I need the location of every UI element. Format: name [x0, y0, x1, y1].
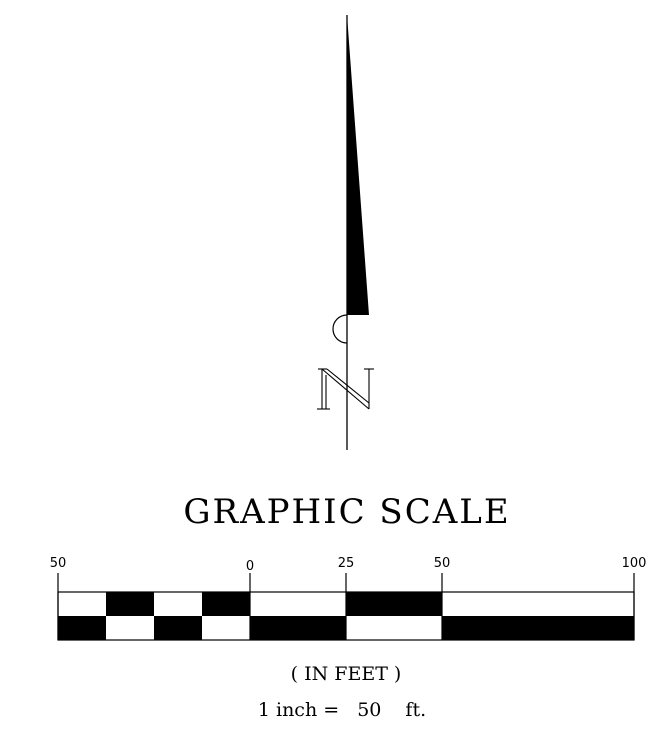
- scale-ratio: 1 inch = 50 ft.: [258, 699, 426, 721]
- scale-segment-left-bottom: [154, 616, 202, 640]
- scale-segment-right-bottom: [250, 616, 346, 640]
- scale-tick-label: 50: [434, 556, 451, 571]
- scale-segment-left-top: [106, 592, 154, 616]
- scale-segment-right-bottom: [346, 616, 442, 640]
- scale-segment-right-bottom: [442, 616, 634, 640]
- scale-tick-label: 50: [50, 556, 67, 571]
- scale-bar: [57, 573, 635, 641]
- scale-tick-labels: 50 0 25 50 100: [50, 556, 647, 574]
- scale-segment-left-bottom: [202, 616, 250, 640]
- scale-segment-left-top: [202, 592, 250, 616]
- north-arrow-half-circle: [332, 314, 348, 344]
- scale-segment-left-top: [58, 592, 106, 616]
- north-arrow: [317, 15, 374, 450]
- north-arrow-spike: [347, 15, 369, 315]
- scale-title: GRAPHIC SCALE: [183, 492, 510, 532]
- scale-segment-right-top: [250, 592, 346, 616]
- scale-tick-label: 0: [246, 559, 254, 574]
- scale-segment-left-bottom: [58, 616, 106, 640]
- scale-segment-left-top: [154, 592, 202, 616]
- scale-ratio-prefix: 1 inch =: [258, 699, 339, 721]
- scale-tick-label: 100: [622, 556, 647, 571]
- scale-units-label: ( IN FEET ): [291, 663, 402, 685]
- north-letter-icon: [317, 368, 374, 410]
- scale-segment-right-top: [442, 592, 634, 616]
- scale-ratio-unit: ft.: [405, 699, 426, 721]
- scale-segment-right-top: [346, 592, 442, 616]
- scale-ratio-value: 50: [357, 699, 381, 721]
- scale-tick-label: 25: [338, 556, 355, 571]
- scale-segment-left-bottom: [106, 616, 154, 640]
